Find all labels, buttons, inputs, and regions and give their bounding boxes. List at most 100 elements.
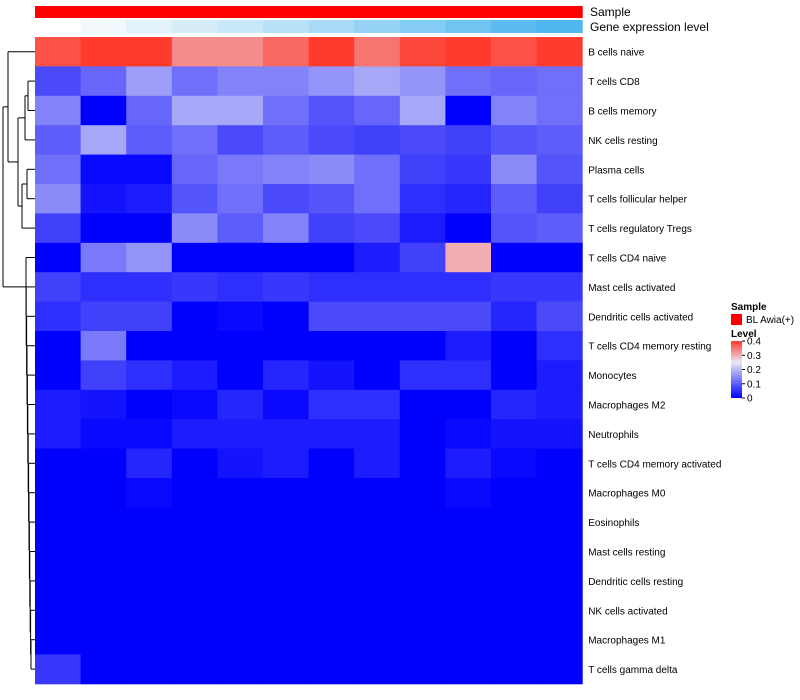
heatmap-cell [35, 125, 82, 156]
heatmap-cell [80, 154, 127, 185]
annotation-cell [263, 20, 310, 33]
annotation-cell [445, 20, 492, 33]
heatmap-cell [80, 448, 127, 479]
heatmap-cell [399, 331, 446, 361]
heatmap-cell [171, 448, 218, 479]
heatmap-cell [491, 389, 538, 420]
heatmap-cell [536, 95, 583, 126]
heatmap-cell [491, 478, 538, 508]
heatmap-cell [491, 566, 538, 597]
heatmap-cell [217, 654, 264, 685]
heatmap-cell [35, 95, 82, 126]
heatmap-cell [399, 448, 446, 479]
annotation-cell [263, 6, 310, 18]
heatmap-cell [80, 625, 127, 655]
heatmap-cell [354, 95, 401, 126]
heatmap-cell [445, 66, 492, 97]
heatmap-cell [35, 566, 82, 597]
heatmap-cell [445, 419, 492, 450]
heatmap-cell [308, 536, 355, 567]
heatmap-cell [445, 566, 492, 597]
heatmap-cell [491, 213, 538, 244]
annotation-cell [217, 20, 264, 33]
heatmap-cell [263, 419, 310, 450]
heatmap-cell [399, 566, 446, 597]
annotation-cell [354, 6, 401, 18]
heatmap-cell [536, 654, 583, 685]
row-label: Monocytes [588, 371, 636, 382]
heatmap-cell [126, 566, 173, 597]
heatmap-cell [536, 625, 583, 655]
heatmap-cell [263, 389, 310, 420]
heatmap-cell [171, 595, 218, 626]
heatmap-cell [171, 360, 218, 391]
heatmap-cell [308, 625, 355, 655]
heatmap-cell [80, 419, 127, 450]
heatmap-cell [491, 272, 538, 303]
heatmap-cells [35, 37, 583, 685]
heatmap-cell [35, 66, 82, 97]
heatmap-cell [308, 66, 355, 97]
heatmap-cell [35, 154, 82, 185]
heatmap-cell [80, 360, 127, 391]
legend-level-colorbar [731, 341, 742, 398]
heatmap-cell [536, 389, 583, 420]
row-label: Neutrophils [588, 430, 639, 441]
row-label: NK cells resting [588, 136, 657, 147]
annotation-cell [80, 6, 127, 18]
heatmap-cell [536, 184, 583, 214]
row-label: T cells gamma delta [588, 665, 678, 676]
row-label: Macrophages M0 [588, 489, 666, 500]
heatmap-cell [536, 272, 583, 303]
heatmap-cell [308, 95, 355, 126]
heatmap-cell [35, 272, 82, 303]
heatmap-cell [126, 184, 173, 214]
heatmap-cell [35, 654, 82, 685]
heatmap-cell [354, 595, 401, 626]
annotation-cell [399, 6, 446, 18]
annotation-cell [171, 20, 218, 33]
heatmap-cell [171, 184, 218, 214]
heatmap-cell [80, 566, 127, 597]
heatmap-cell [263, 272, 310, 303]
heatmap-cell [171, 654, 218, 685]
annotation-cell [308, 6, 355, 18]
heatmap-cell [80, 595, 127, 626]
legend-tick-label: 0.1 [747, 379, 761, 390]
heatmap-cell [399, 478, 446, 508]
heatmap-cell [35, 301, 82, 332]
annotation-cell [80, 20, 127, 33]
heatmap-cell [171, 419, 218, 450]
heatmap-cell [171, 66, 218, 97]
heatmap-cell [171, 625, 218, 655]
heatmap-cell [171, 507, 218, 538]
heatmap-cell [171, 301, 218, 332]
heatmap-cell [126, 331, 173, 361]
heatmap-cell [35, 507, 82, 538]
heatmap-cell [80, 184, 127, 214]
heatmap-cell [263, 154, 310, 185]
heatmap-cell [536, 213, 583, 244]
heatmap-cell [126, 301, 173, 332]
heatmap-cell [308, 566, 355, 597]
row-label: Macrophages M2 [588, 401, 666, 412]
annotation-cell [126, 6, 173, 18]
heatmap-cell [308, 272, 355, 303]
heatmap-cell [263, 595, 310, 626]
heatmap-cell [536, 360, 583, 391]
heatmap-cell [491, 66, 538, 97]
legend-level-title: Level [731, 329, 757, 340]
annotation-cell [491, 20, 538, 33]
legend-sample-title: Sample [731, 302, 767, 313]
heatmap-cell [80, 213, 127, 244]
heatmap-cell [445, 360, 492, 391]
legend-sample-entry: BL Awia(+) [746, 315, 794, 326]
heatmap-cell [217, 448, 264, 479]
heatmap-cell [217, 213, 264, 244]
annotation-cell [35, 20, 82, 33]
heatmap-cell [217, 242, 264, 273]
heatmap-cell [491, 301, 538, 332]
heatmap-cell [263, 37, 310, 67]
heatmap-cell [35, 184, 82, 214]
legend-sample-swatch [731, 314, 742, 325]
